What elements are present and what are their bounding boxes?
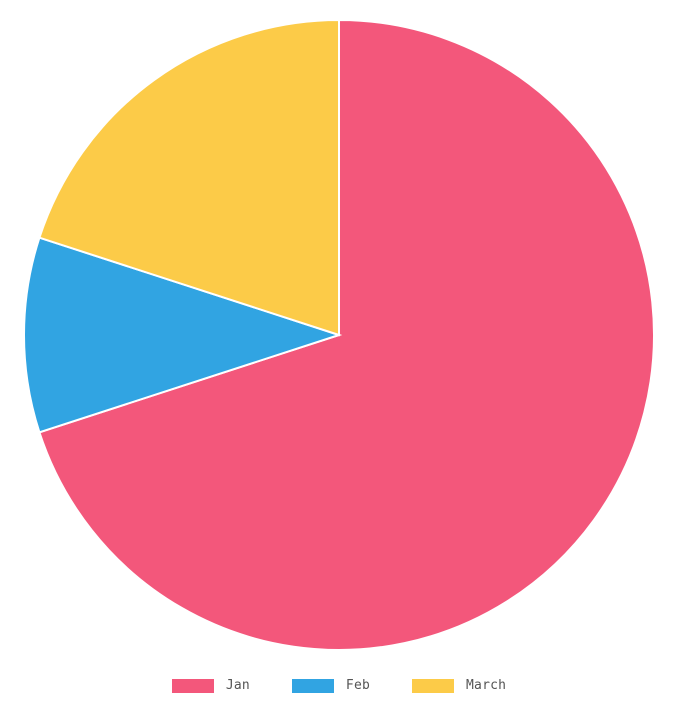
pie-chart: Jan Feb March <box>0 0 678 713</box>
legend-item-feb: Feb <box>292 678 370 693</box>
legend-swatch-feb <box>292 679 334 693</box>
pie-svg <box>19 15 659 655</box>
pie-area <box>0 0 678 655</box>
legend: Jan Feb March <box>0 678 678 693</box>
legend-label-feb: Feb <box>346 678 370 693</box>
legend-label-jan: Jan <box>226 678 250 693</box>
legend-item-march: March <box>412 678 506 693</box>
legend-swatch-march <box>412 679 454 693</box>
legend-swatch-jan <box>172 679 214 693</box>
legend-label-march: March <box>466 678 506 693</box>
legend-item-jan: Jan <box>172 678 250 693</box>
